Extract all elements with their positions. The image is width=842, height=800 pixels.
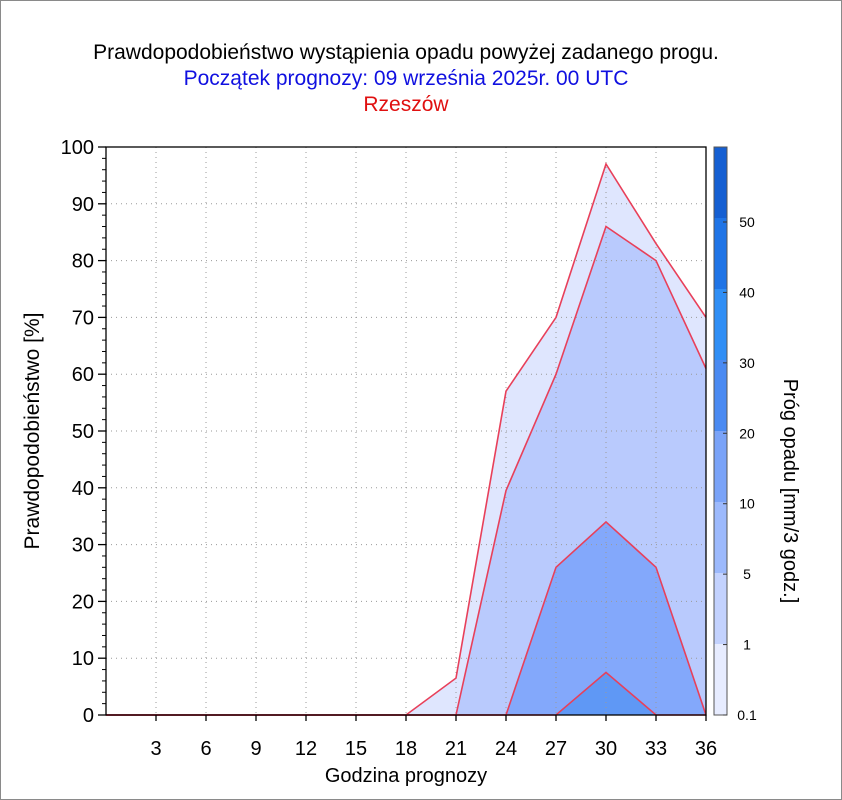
area-threshold-5 <box>106 521 706 715</box>
colorbar-tick-label: 50 <box>739 214 755 230</box>
colorbar-tick-label: 10 <box>739 496 755 512</box>
chart-subtitle: Początek prognozy: 09 września 2025r. 00… <box>183 67 629 90</box>
colorbar-tick-label: 5 <box>743 566 751 582</box>
colorbar-segment <box>714 360 727 431</box>
x-axis-label: Godzina prognozy <box>325 765 487 787</box>
colorbar-tick-label: 1 <box>743 637 751 653</box>
colorbar-segment <box>714 644 727 715</box>
x-tick-label: 6 <box>200 738 211 760</box>
x-tick-label: 3 <box>150 738 161 760</box>
colorbar-segment <box>714 218 727 289</box>
colorbar-tick-label: 30 <box>739 355 755 371</box>
chart-titles: Prawdopodobieństwo wystąpienia opadu pow… <box>0 40 812 118</box>
colorbar-border <box>713 146 728 716</box>
y-tick-label: 50 <box>72 421 94 443</box>
location-label: Rzeszów <box>363 93 449 116</box>
y-tick-label: 30 <box>72 535 94 557</box>
y-tick-label: 40 <box>72 478 94 500</box>
y-tick-label: 0 <box>83 705 94 727</box>
x-tick-label: 30 <box>595 738 617 760</box>
y-axis-label: Prawdopodobieństwo [%] <box>21 313 44 550</box>
x-tick-label: 21 <box>445 738 467 760</box>
colorbar-segment <box>714 502 727 573</box>
x-tick-label: 12 <box>295 738 317 760</box>
y-tick-label: 80 <box>72 251 94 273</box>
colorbar-segment <box>714 431 727 502</box>
y-tick-label: 90 <box>72 194 94 216</box>
x-tick-label: 15 <box>345 738 367 760</box>
y-tick-label: 20 <box>72 591 94 613</box>
colorbar-segment <box>714 289 727 360</box>
chart-title: Prawdopodobieństwo wystąpienia opadu pow… <box>93 41 719 64</box>
colorbar-segment <box>714 573 727 644</box>
y-tick-label: 70 <box>72 307 94 329</box>
y-tick-label: 60 <box>72 364 94 386</box>
y-tick-label: 10 <box>72 648 94 670</box>
x-tick-label: 27 <box>545 738 567 760</box>
x-tick-label: 18 <box>395 738 417 760</box>
x-tick-label: 36 <box>695 738 717 760</box>
x-tick-label: 9 <box>250 738 261 760</box>
colorbar-segment <box>714 147 727 218</box>
x-tick-label: 24 <box>495 738 517 760</box>
colorbar-tick-label: 40 <box>739 284 755 300</box>
y-tick-label: 100 <box>61 137 94 159</box>
colorbar-tick-label: 0.1 <box>737 707 757 723</box>
x-tick-label: 33 <box>645 738 667 760</box>
colorbar-tick-label: 20 <box>739 425 755 441</box>
area-threshold-10 <box>106 672 706 715</box>
colorbar-label: Próg opadu [mm/3 godz.] <box>779 379 801 604</box>
